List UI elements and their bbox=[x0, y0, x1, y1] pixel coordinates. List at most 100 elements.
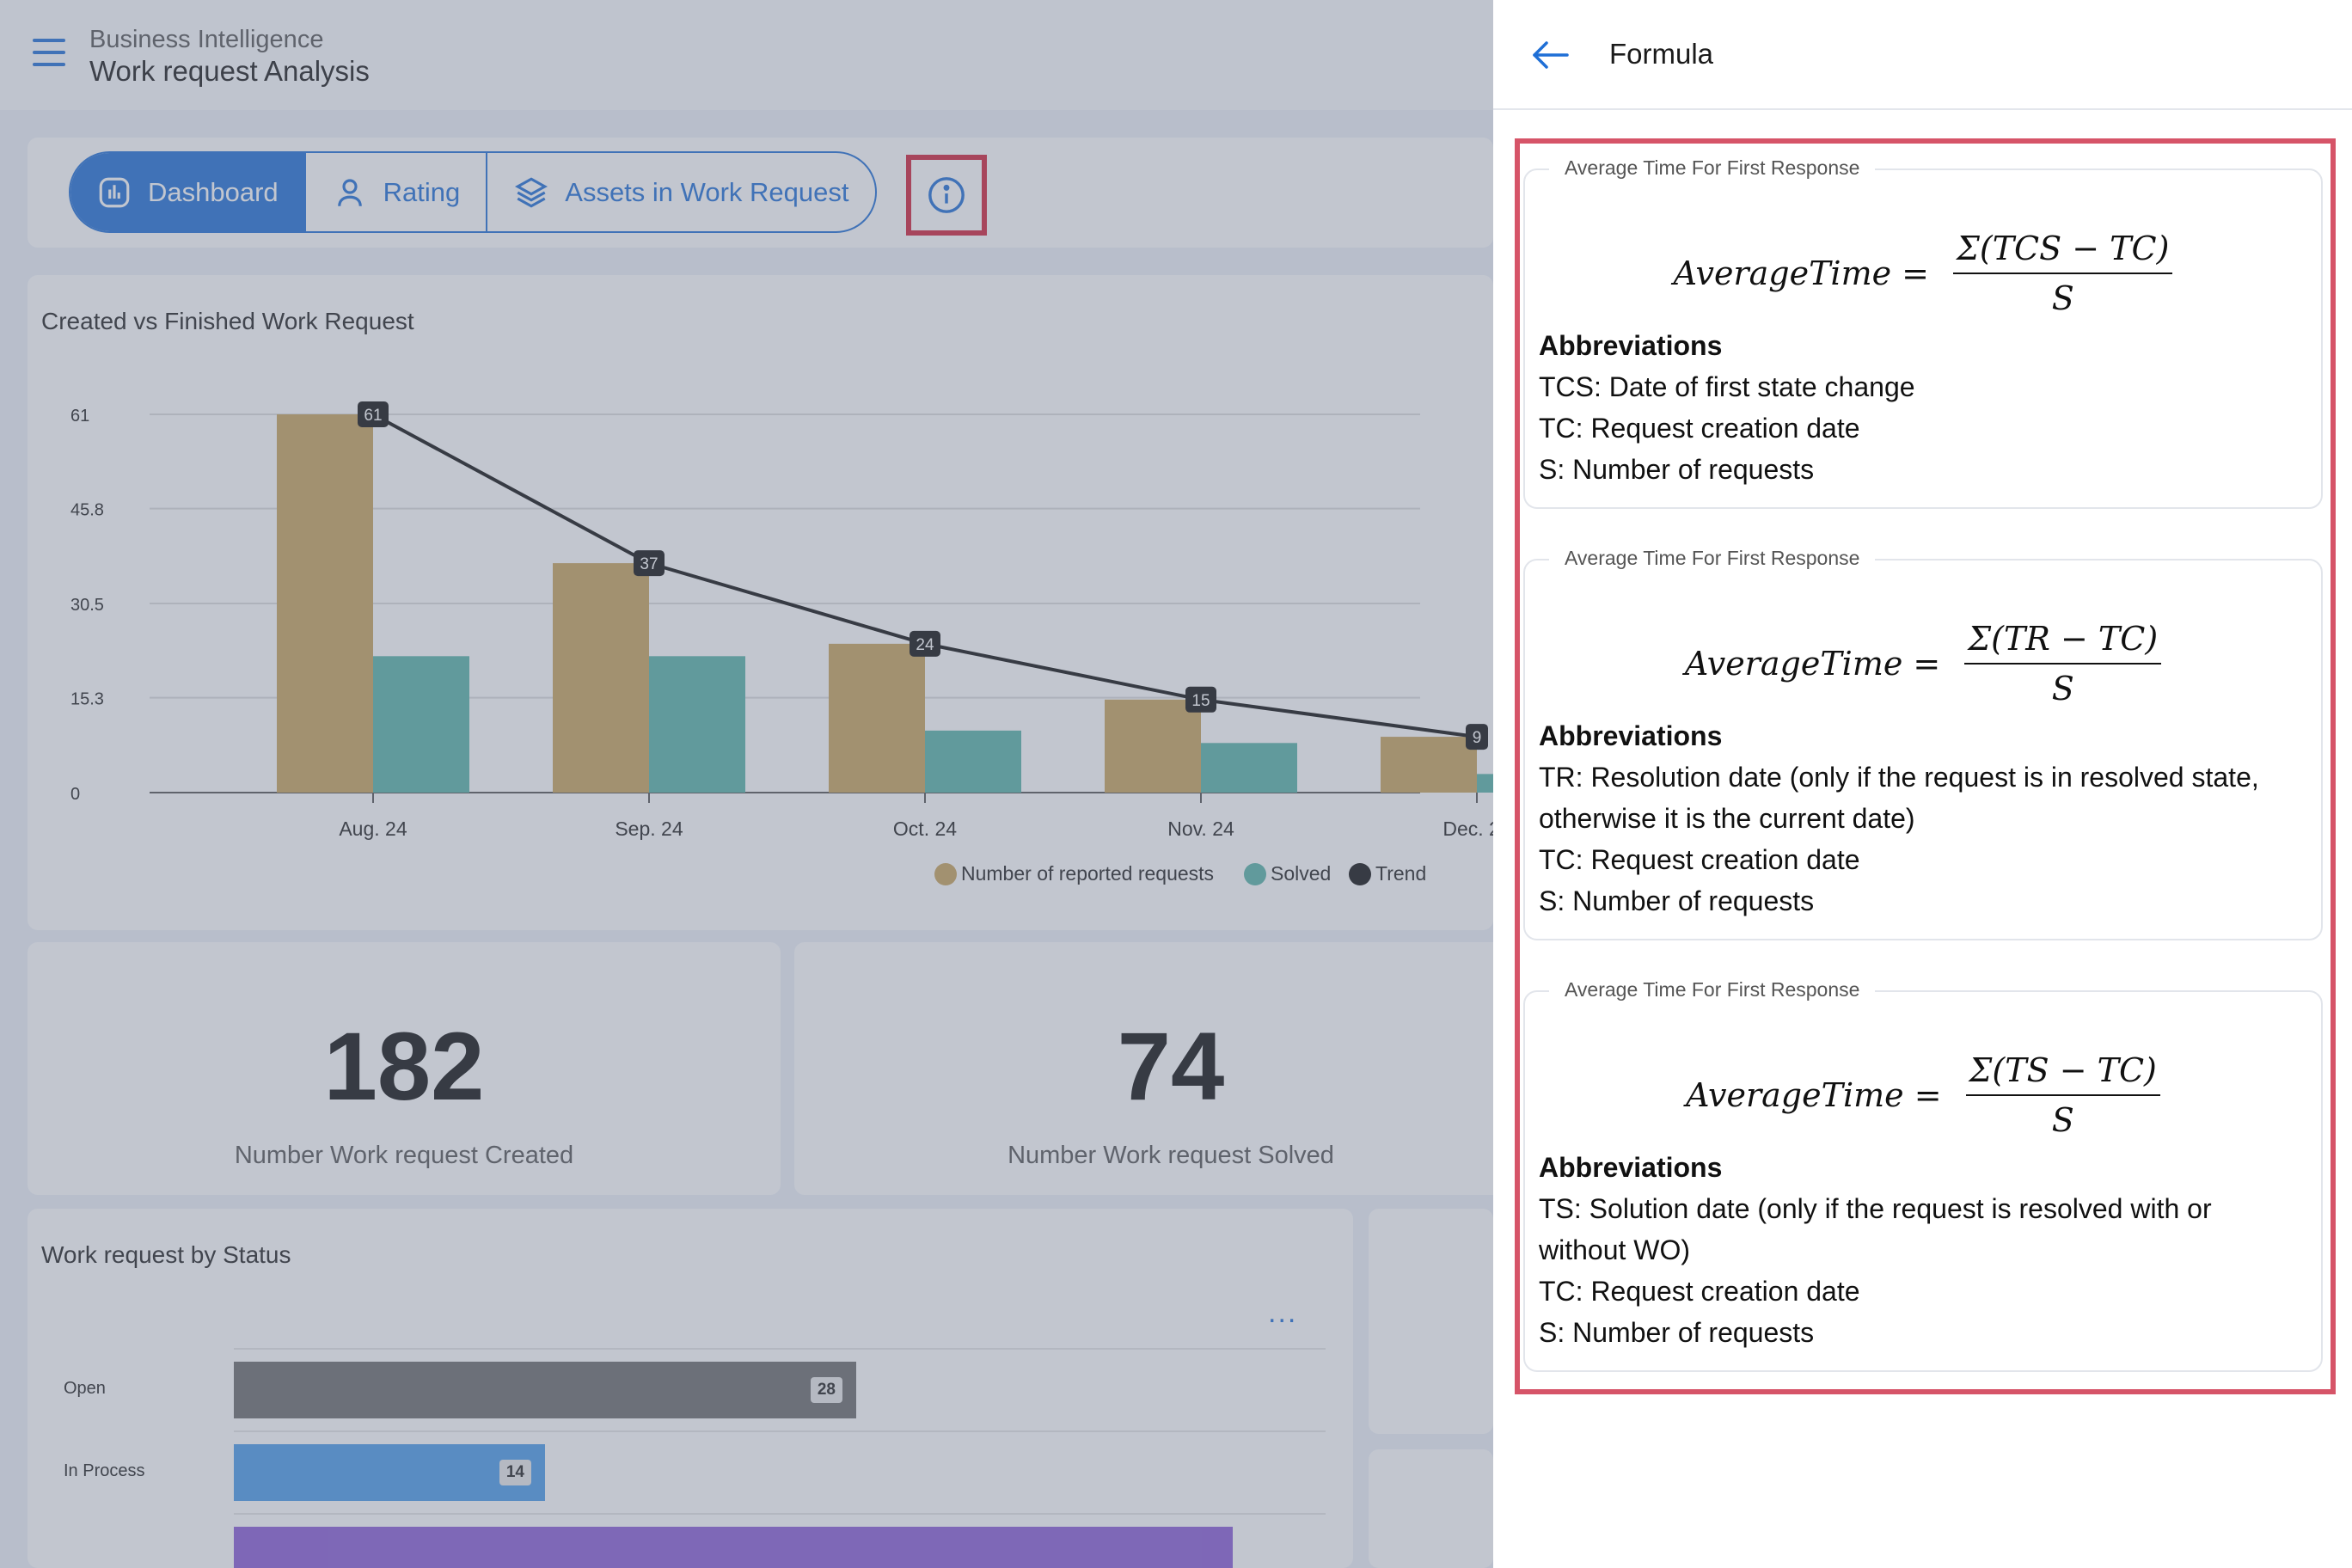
abbreviation-item: TC: Request creation date bbox=[1539, 844, 1860, 875]
bar-reported bbox=[1105, 699, 1201, 793]
formula-card: Average Time For First Response AverageT… bbox=[1523, 547, 2323, 940]
trend-data-label: 9 bbox=[1473, 729, 1482, 747]
abbreviations-heading: Abbreviations bbox=[1539, 1152, 1723, 1183]
tab-dashboard[interactable]: Dashboard bbox=[70, 153, 306, 231]
formula-expression: AverageTime = Σ(TCS − TC) S bbox=[1525, 222, 2321, 325]
formula-card-title: Average Time For First Response bbox=[1549, 978, 1876, 1001]
info-button[interactable] bbox=[906, 155, 987, 236]
layers-icon bbox=[515, 176, 548, 208]
formula-card: Average Time For First Response AverageT… bbox=[1523, 156, 2323, 509]
hamburger-menu-icon[interactable] bbox=[33, 39, 65, 68]
trend-point bbox=[1466, 724, 1488, 750]
bar-solved bbox=[373, 656, 469, 793]
trend-data-label: 61 bbox=[364, 407, 382, 425]
dashboard-app: Business Intelligence Work request Analy… bbox=[0, 0, 1493, 1568]
trend-point bbox=[910, 630, 940, 657]
status-bar-value: 28 bbox=[810, 1377, 842, 1403]
formula-denominator: S bbox=[2051, 1101, 2074, 1139]
kpi-label: Number Work request Solved bbox=[1008, 1142, 1334, 1169]
status-bar-in-process[interactable]: 14 bbox=[234, 1444, 545, 1501]
status-bar-open[interactable]: 28 bbox=[234, 1362, 856, 1418]
legend-label: Number of reported requests bbox=[961, 862, 1214, 885]
abbreviation-item: S: Number of requests bbox=[1539, 1317, 1815, 1348]
chart-icon bbox=[99, 177, 130, 207]
more-options-icon[interactable]: ... bbox=[1268, 1296, 1298, 1329]
arrow-left-icon[interactable] bbox=[1531, 38, 1571, 72]
trend-point bbox=[1185, 686, 1216, 713]
abbreviation-item: S: Number of requests bbox=[1539, 885, 1815, 916]
gridline bbox=[234, 1430, 1326, 1432]
y-tick-label: 61 bbox=[70, 407, 89, 426]
trend-data-label: 15 bbox=[1191, 692, 1210, 710]
abbreviation-item: TCS: Date of first state change bbox=[1539, 371, 1915, 402]
formula-expression: AverageTime = Σ(TS − TC) S bbox=[1525, 1044, 2321, 1147]
kpi-card-solved: 74 Number Work request Solved bbox=[794, 942, 1493, 1195]
abbreviations-list: TR: Resolution date (only if the request… bbox=[1539, 756, 2304, 922]
legend-marker bbox=[1244, 863, 1266, 885]
abbreviation-item: TC: Request creation date bbox=[1539, 1276, 1860, 1307]
breadcrumb-parent[interactable]: Business Intelligence bbox=[89, 26, 324, 53]
bar-reported bbox=[829, 643, 925, 793]
person-icon bbox=[337, 178, 362, 206]
gridline bbox=[234, 1348, 1326, 1350]
trend-data-label: 24 bbox=[916, 636, 934, 654]
tab-assets-in-work-request[interactable]: Assets in Work Request bbox=[487, 153, 874, 231]
abbreviations-list: TS: Solution date (only if the request i… bbox=[1539, 1188, 2304, 1353]
status-chart-card: Work request by Status Open 28 In Proces… bbox=[28, 1209, 1353, 1568]
abbreviation-item: S: Number of requests bbox=[1539, 454, 1815, 485]
formula-lhs: AverageTime = bbox=[1673, 254, 1930, 292]
bar-solved bbox=[649, 656, 745, 793]
bar-solved bbox=[1201, 743, 1297, 793]
panel-title: Formula bbox=[1609, 38, 1714, 70]
status-bar-other[interactable] bbox=[234, 1527, 1233, 1568]
x-tick-label: Nov. 24 bbox=[1167, 818, 1234, 840]
page-title: Work request Analysis bbox=[89, 55, 370, 87]
legend-marker bbox=[1349, 863, 1371, 885]
legend-label: Trend bbox=[1375, 862, 1426, 885]
kpi-label: Number Work request Created bbox=[234, 1142, 574, 1169]
status-bar-value: 14 bbox=[499, 1460, 531, 1485]
bar-reported bbox=[553, 563, 649, 793]
tab-rating[interactable]: Rating bbox=[306, 153, 488, 231]
status-chart-title: Work request by Status bbox=[41, 1241, 291, 1268]
abbreviation-item: TR: Resolution date (only if the request… bbox=[1539, 762, 2259, 834]
y-tick-label: 15.3 bbox=[70, 690, 104, 709]
formula-expression: AverageTime = Σ(TR − TC) S bbox=[1525, 612, 2321, 715]
legend-marker bbox=[934, 863, 957, 885]
created-vs-finished-chart-card: Created vs Finished Work Request 61 45.8 3… bbox=[28, 275, 1493, 930]
formula-highlight-frame bbox=[1515, 138, 2336, 1394]
side-card bbox=[1369, 1209, 1493, 1434]
formula-numerator: Σ(TR − TC) bbox=[1964, 620, 2162, 665]
formula-card: Average Time For First Response AverageT… bbox=[1523, 978, 2323, 1372]
kpi-card-created: 182 Number Work request Created bbox=[28, 942, 781, 1195]
formula-lhs: AverageTime = bbox=[1684, 645, 1941, 683]
x-tick-label: Aug. 24 bbox=[339, 818, 407, 840]
y-tick-label: 45.8 bbox=[70, 501, 104, 520]
abbreviation-item: TS: Solution date (only if the request i… bbox=[1539, 1193, 2212, 1265]
formula-card-title: Average Time For First Response bbox=[1549, 156, 1876, 180]
formula-lhs: AverageTime = bbox=[1686, 1076, 1942, 1114]
info-icon bbox=[928, 177, 965, 213]
chart-title: Created vs Finished Work Request bbox=[41, 308, 414, 334]
x-tick-label: Sep. 24 bbox=[615, 818, 683, 840]
y-tick-label: 0 bbox=[70, 785, 80, 804]
abbreviations-heading: Abbreviations bbox=[1539, 720, 1723, 751]
bar-reported bbox=[1381, 737, 1477, 793]
modal-overlay[interactable] bbox=[0, 0, 1493, 1568]
gridline bbox=[234, 1513, 1326, 1515]
formula-numerator: Σ(TCS − TC) bbox=[1953, 230, 2173, 274]
abbreviations-list: TCS: Date of first state change TC: Requ… bbox=[1539, 366, 2304, 490]
formula-card-title: Average Time For First Response bbox=[1549, 547, 1876, 570]
top-bar: Business Intelligence Work request Analy… bbox=[0, 0, 1493, 110]
kpi-value: 182 bbox=[323, 1013, 485, 1120]
tab-label: Rating bbox=[383, 176, 461, 207]
x-tick-label: Dec. 24 bbox=[1442, 818, 1493, 840]
formula-denominator: S bbox=[2051, 279, 2074, 317]
status-label-open: Open bbox=[64, 1379, 106, 1398]
tab-label: Assets in Work Request bbox=[565, 176, 849, 207]
trend-point bbox=[634, 550, 665, 577]
abbreviation-item: TC: Request creation date bbox=[1539, 413, 1860, 444]
trend-data-label: 37 bbox=[640, 555, 658, 573]
tab-bar: Dashboard Rating Assets in Work Request bbox=[69, 151, 877, 233]
abbreviations-heading: Abbreviations bbox=[1539, 330, 1723, 361]
